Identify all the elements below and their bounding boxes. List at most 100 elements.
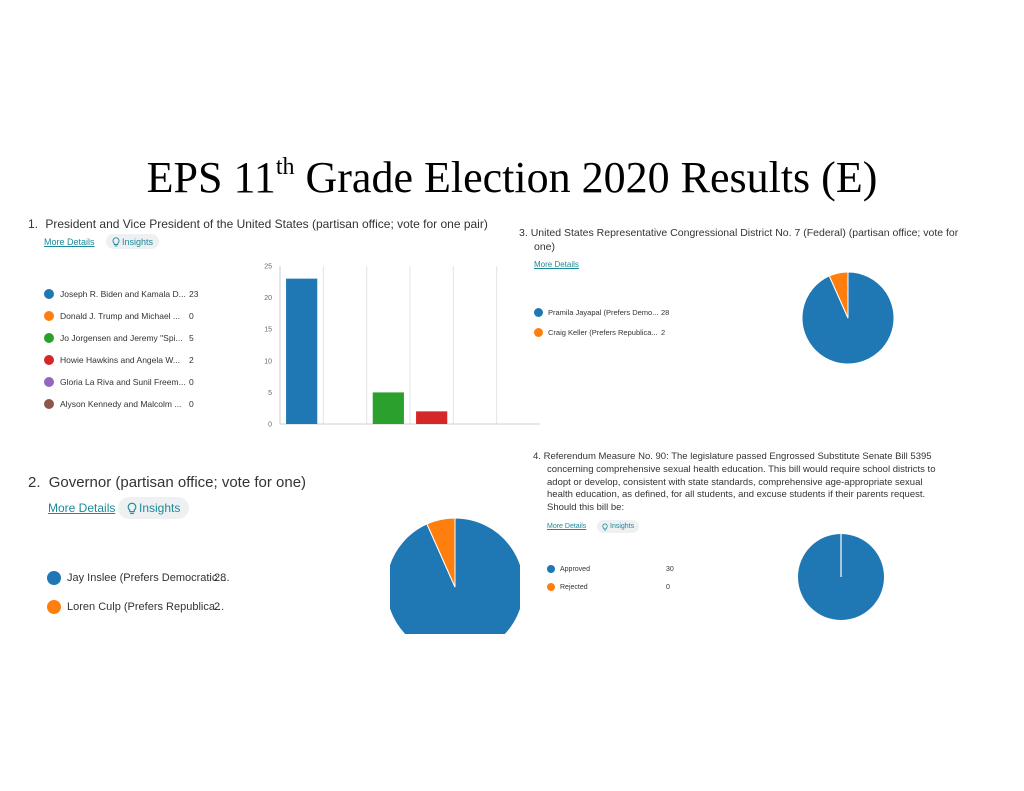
legend-label: Donald J. Trump and Michael ... xyxy=(60,311,181,321)
legend-swatch xyxy=(534,307,543,317)
legend-label: Loren Culp (Prefers Republica... xyxy=(67,600,225,613)
legend-item: Jay Inslee (Prefers Democratic ... 28 xyxy=(47,563,230,592)
pie-slice xyxy=(828,271,849,319)
insights-button[interactable]: Insights xyxy=(106,234,160,249)
legend-swatch xyxy=(44,333,54,343)
legend-item: Loren Culp (Prefers Republica... 2 xyxy=(47,592,230,621)
question-3-pie-chart xyxy=(801,271,895,365)
legend-value: 30 xyxy=(666,565,674,573)
more-details-link[interactable]: More Details xyxy=(44,237,95,247)
legend-swatch xyxy=(44,377,54,387)
question-4-heading: 4. Referendum Measure No. 90: The legisl… xyxy=(533,451,935,515)
legend-label: Rejected xyxy=(560,583,588,591)
y-tick-label: 10 xyxy=(264,358,272,365)
question-4-legend: Approved 30 Rejected 0 xyxy=(547,560,674,596)
legend-label: Pramila Jayapal (Prefers Demo... xyxy=(548,307,659,317)
question-text: United States Representative Congression… xyxy=(530,227,959,239)
question-4-pie-chart xyxy=(798,534,884,620)
legend-label: Approved xyxy=(560,565,590,573)
legend-value: 0 xyxy=(189,399,194,409)
question-text: Governor (partisan office; vote for one) xyxy=(48,474,307,491)
legend-swatch xyxy=(547,583,555,591)
y-tick-label: 5 xyxy=(268,390,272,397)
lightbulb-icon xyxy=(127,502,137,515)
title-superscript: th xyxy=(275,154,295,180)
legend-item: Howie Hawkins and Angela W... 2 xyxy=(44,349,194,371)
question-4-line-4: health education, as defined, for all st… xyxy=(547,489,926,501)
legend-swatch xyxy=(44,399,54,409)
y-tick-label: 0 xyxy=(268,422,272,429)
question-3-line-2: one) xyxy=(534,241,556,254)
title-rest: Grade Election 2020 Results (E) xyxy=(294,153,878,202)
legend-swatch xyxy=(44,355,54,365)
legend-swatch xyxy=(534,327,543,337)
page-title: EPS 11th Grade Election 2020 Results (E) xyxy=(0,152,1024,203)
legend-item: Jo Jorgensen and Jeremy "Spi... 5 xyxy=(44,327,194,349)
legend-value: 2 xyxy=(214,600,221,613)
question-3-legend: Pramila Jayapal (Prefers Demo... 28 Crai… xyxy=(534,302,669,342)
legend-item: Craig Keller (Prefers Republica... 2 xyxy=(534,322,665,342)
question-4-line-1: 4. Referendum Measure No. 90: The legisl… xyxy=(533,451,935,464)
legend-value: 28 xyxy=(661,307,670,317)
legend-item: Donald J. Trump and Michael ... 0 xyxy=(44,305,194,327)
more-details-link[interactable]: More Details xyxy=(534,260,579,269)
question-number: 4. xyxy=(533,451,541,462)
y-tick-label: 20 xyxy=(264,295,272,302)
question-2-pie-chart xyxy=(390,517,520,634)
legend-swatch xyxy=(44,289,54,299)
question-4-line-3: adopt or develop, consistent with state … xyxy=(547,476,923,488)
legend-swatch xyxy=(47,570,61,585)
legend-label: Craig Keller (Prefers Republica... xyxy=(548,327,658,337)
more-details-link[interactable]: More Details xyxy=(48,501,116,515)
legend-item: Gloria La Riva and Sunil Freem... 0 xyxy=(44,371,194,393)
question-2-heading: 2. Governor (partisan office; vote for o… xyxy=(28,473,306,493)
legend-value: 0 xyxy=(189,311,194,321)
insights-button[interactable]: Insights xyxy=(118,497,190,519)
insights-label: Insights xyxy=(139,501,181,515)
title-main: EPS 11 xyxy=(146,153,276,202)
insights-label: Insights xyxy=(610,523,635,530)
legend-label: Gloria La Riva and Sunil Freem... xyxy=(60,377,186,387)
legend-value: 2 xyxy=(189,355,194,365)
legend-label: Joseph R. Biden and Kamala D... xyxy=(60,289,186,299)
question-3-line-1: 3. United States Representative Congress… xyxy=(519,226,958,240)
question-1-legend: Joseph R. Biden and Kamala D... 23 Donal… xyxy=(44,283,198,415)
pie-slice xyxy=(426,517,456,588)
legend-item: Alyson Kennedy and Malcolm ... 0 xyxy=(44,393,194,415)
insights-button[interactable]: Insights xyxy=(597,520,640,533)
legend-label: Jay Inslee (Prefers Democratic ... xyxy=(67,571,230,584)
question-2-legend: Jay Inslee (Prefers Democratic ... 28 Lo… xyxy=(47,563,230,621)
more-details-link[interactable]: More Details xyxy=(547,523,587,530)
question-number: 2. xyxy=(28,474,41,491)
legend-swatch xyxy=(547,565,555,573)
bar xyxy=(372,392,404,424)
legend-item: Joseph R. Biden and Kamala D... 23 xyxy=(44,283,198,305)
legend-value: 2 xyxy=(661,327,666,337)
question-4-line-5: Should this bill be: xyxy=(547,502,625,514)
y-tick-label: 25 xyxy=(264,264,272,271)
question-number: 1. xyxy=(28,217,39,231)
legend-item: Rejected 0 xyxy=(547,578,670,596)
legend-swatch xyxy=(47,599,61,614)
legend-swatch xyxy=(44,311,54,321)
question-number: 3. xyxy=(519,227,528,239)
legend-item: Pramila Jayapal (Prefers Demo... 28 xyxy=(534,302,669,322)
bar xyxy=(286,278,318,424)
question-text: Referendum Measure No. 90: The legislatu… xyxy=(543,451,932,462)
lightbulb-icon xyxy=(112,236,120,247)
question-text: President and Vice President of the Unit… xyxy=(45,217,488,231)
legend-label: Jo Jorgensen and Jeremy "Spi... xyxy=(60,333,183,343)
legend-item: Approved 30 xyxy=(547,560,674,578)
legend-value: 23 xyxy=(189,289,199,299)
question-4-line-2: concerning comprehensive sexual health e… xyxy=(547,463,936,475)
legend-value: 5 xyxy=(189,333,194,343)
legend-label: Alyson Kennedy and Malcolm ... xyxy=(60,399,182,409)
question-1-bar-chart: 0 5 10 15 20 25 xyxy=(264,264,540,429)
y-tick-label: 15 xyxy=(264,327,272,334)
insights-label: Insights xyxy=(122,236,154,247)
lightbulb-icon xyxy=(602,523,608,531)
question-3-heading: 3. United States Representative Congress… xyxy=(519,226,958,254)
legend-value: 0 xyxy=(666,583,670,591)
question-1-heading: 1. President and Vice President of the U… xyxy=(28,216,488,232)
legend-value: 0 xyxy=(189,377,194,387)
